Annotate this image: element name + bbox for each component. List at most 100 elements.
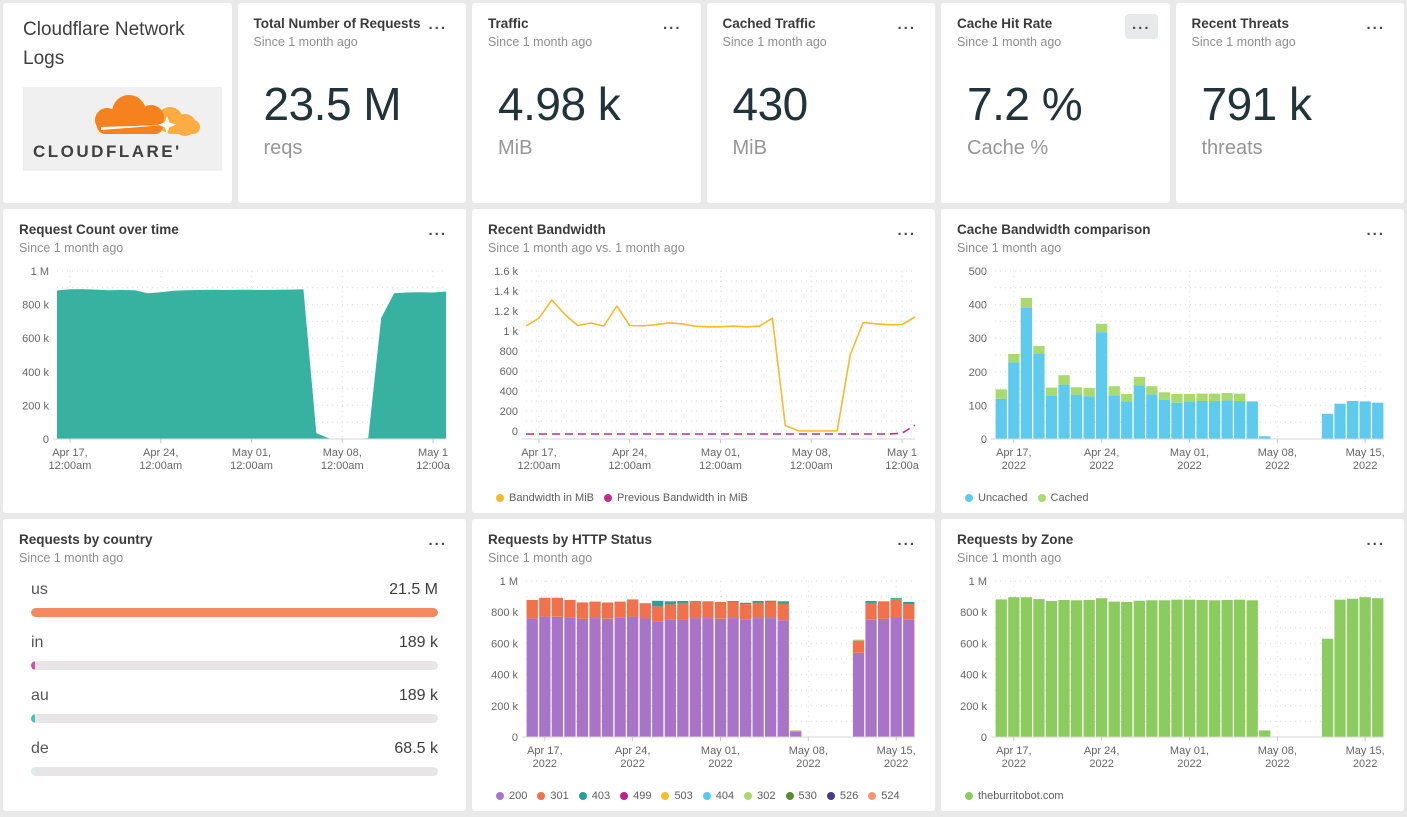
legend-dot-icon — [620, 792, 629, 800]
legend-item[interactable]: 404 — [702, 790, 734, 802]
svg-text:400 k: 400 k — [960, 670, 987, 682]
svg-text:Apr 17,: Apr 17, — [996, 745, 1031, 757]
svg-text:May 15,: May 15, — [1346, 745, 1385, 757]
svg-text:600 k: 600 k — [22, 333, 49, 345]
legend-item[interactable]: 530 — [785, 790, 817, 802]
panel-request-count: Request Count over time Since 1 month ag… — [3, 209, 466, 513]
cache-bandwidth-chart[interactable]: 0 100 200 300 400 500 Apr 17, 2022 Apr 24, 2022 Ma… — [949, 259, 1396, 477]
svg-text:2022: 2022 — [620, 758, 644, 770]
panel-cached-traffic: Cached Traffic Since 1 month ago ... 430… — [706, 3, 935, 203]
svg-text:May 01,: May 01, — [701, 745, 740, 757]
svg-text:2022: 2022 — [1353, 460, 1377, 472]
panel-title: Requests by HTTP Status — [488, 532, 653, 547]
legend-item[interactable]: Uncached — [965, 492, 1028, 504]
legend-label: 499 — [633, 790, 652, 802]
svg-text:600: 600 — [500, 366, 518, 378]
dashboard-title: Cloudflare Network Logs — [23, 19, 185, 69]
legend-item[interactable]: Cached — [1037, 492, 1088, 504]
panel-menu-button[interactable]: ... — [1366, 16, 1385, 33]
svg-text:500: 500 — [969, 266, 987, 278]
svg-text:0: 0 — [512, 732, 518, 744]
legend-item[interactable]: 301 — [537, 790, 569, 802]
country-bar[interactable] — [31, 608, 438, 617]
svg-text:Apr 24,: Apr 24, — [615, 745, 650, 757]
country-row: us 21.5 M — [31, 581, 438, 617]
svg-text:12:00am: 12:00am — [699, 460, 742, 472]
country-bar-track — [31, 661, 438, 670]
legend-item[interactable]: 499 — [620, 790, 651, 802]
chart-legend: 200 301 403 499 503 404 302 530 526 524 — [496, 790, 927, 802]
svg-text:May 1: May 1 — [887, 447, 917, 459]
svg-text:2022: 2022 — [1089, 758, 1113, 770]
country-bar-track — [31, 767, 438, 776]
panel-menu-button[interactable]: ... — [428, 222, 447, 239]
stat-unit: threats — [1201, 136, 1263, 159]
legend-item[interactable]: 503 — [661, 790, 693, 802]
legend-item[interactable]: 526 — [826, 790, 858, 802]
svg-text:2022: 2022 — [884, 758, 908, 770]
svg-text:May 01,: May 01, — [232, 447, 271, 459]
legend-label: Bandwidth in MiB — [509, 492, 594, 504]
chart-legend: theburritobot.com — [965, 790, 1396, 802]
legend-item[interactable]: 200 — [496, 790, 527, 802]
legend-label: 503 — [674, 790, 693, 802]
panel-menu-button[interactable]: ... — [1366, 532, 1385, 549]
svg-text:400: 400 — [969, 300, 987, 312]
panel-menu-button[interactable]: ... — [1124, 14, 1158, 39]
panel-menu-button[interactable]: ... — [897, 16, 916, 33]
panel-menu-button[interactable]: ... — [1366, 222, 1385, 239]
legend-label: Uncached — [978, 492, 1028, 504]
svg-text:2022: 2022 — [1089, 460, 1113, 472]
panel-menu-button[interactable]: ... — [897, 222, 916, 239]
svg-text:2022: 2022 — [533, 758, 557, 770]
panel-title: Recent Threats — [1191, 16, 1290, 31]
svg-text:200 k: 200 k — [960, 701, 987, 713]
legend-dot-icon — [537, 792, 546, 800]
svg-text:800 k: 800 k — [22, 300, 49, 312]
panel-menu-button[interactable]: ... — [428, 532, 447, 549]
legend-item[interactable]: 403 — [578, 790, 611, 802]
svg-text:300: 300 — [969, 333, 987, 345]
panel-cache-bandwidth: Cache Bandwidth comparison Since 1 month… — [941, 209, 1404, 513]
panel-title: Requests by country — [19, 532, 153, 547]
legend-dot-icon — [496, 494, 504, 502]
panel-menu-button[interactable]: ... — [428, 16, 447, 33]
legend-label: 403 — [591, 790, 611, 802]
panel-subtitle: Since 1 month ago — [957, 35, 1062, 49]
legend-label: 530 — [798, 790, 817, 802]
legend-item[interactable]: 302 — [744, 790, 776, 802]
panel-title: Cache Hit Rate — [957, 16, 1053, 31]
country-bar[interactable] — [31, 714, 35, 723]
country-bar[interactable] — [31, 661, 35, 670]
stat-value: 4.98 k — [498, 78, 621, 130]
svg-text:Apr 24,: Apr 24, — [1084, 447, 1119, 459]
stat-unit: MiB — [498, 136, 533, 159]
legend-label: 200 — [509, 790, 528, 802]
requests-by-country-chart[interactable]: us 21.5 M in 189 k au 189 k de 68.5 k — [31, 581, 438, 793]
panel-title: Total Number of Requests — [253, 16, 421, 31]
panel-menu-button[interactable]: ... — [897, 532, 916, 549]
legend-label: 301 — [550, 790, 569, 802]
svg-text:Apr 17,: Apr 17, — [996, 447, 1031, 459]
svg-text:May 08,: May 08, — [323, 447, 362, 459]
stat-value: 23.5 M — [263, 78, 402, 130]
panel-subtitle: Since 1 month ago — [488, 551, 593, 565]
panel-traffic: Traffic Since 1 month ago ... 4.98 k MiB — [472, 3, 701, 203]
legend-item[interactable]: theburritobot.com — [965, 790, 1064, 802]
country-label: au — [31, 687, 49, 704]
legend-item[interactable]: Previous Bandwidth in MiB — [604, 492, 748, 504]
svg-text:May 01,: May 01, — [1170, 447, 1209, 459]
panel-cache-hit-rate: Cache Hit Rate Since 1 month ago ... 7.2… — [941, 3, 1170, 203]
panel-menu-button[interactable]: ... — [662, 16, 682, 33]
legend-item[interactable]: 524 — [868, 790, 900, 802]
recent-bandwidth-chart[interactable]: 0 200 400 600 800 1 k 1.2 k 1.4 k 1.6 k Apr 17, 12… — [480, 259, 927, 477]
country-bar[interactable] — [31, 767, 35, 776]
legend-item[interactable]: Bandwidth in MiB — [496, 492, 594, 504]
panel-title: Traffic — [488, 16, 529, 31]
legend-dot-icon — [965, 792, 973, 800]
svg-text:Apr 24,: Apr 24, — [1084, 745, 1119, 757]
